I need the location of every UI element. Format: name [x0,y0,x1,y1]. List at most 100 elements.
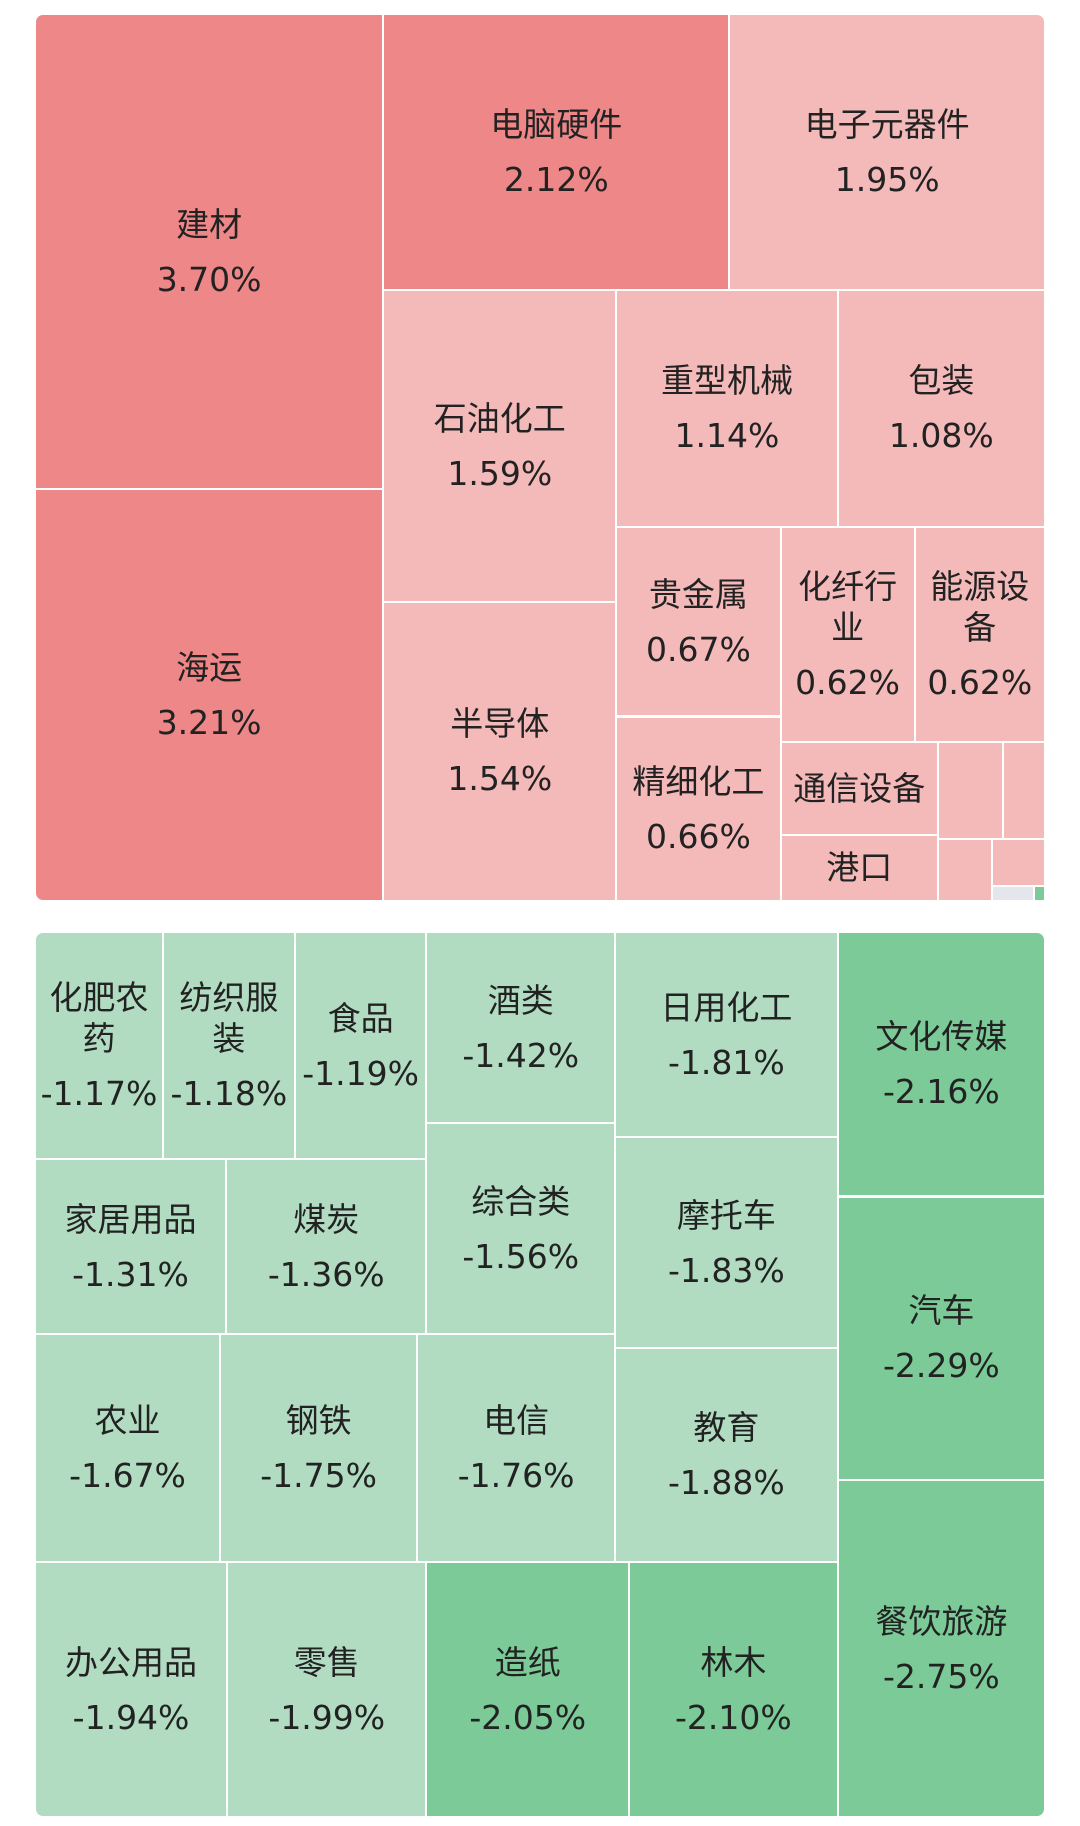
tile-value: -1.94% [72,1697,190,1737]
tile-label: 综合类 [471,1181,571,1221]
tile-label: 汽车 [908,1291,975,1331]
tile-label: 摩托车 [676,1195,776,1235]
tile-label: 化纤行业 [798,566,898,647]
tile: 摩托车 -1.83% [615,1137,838,1348]
tile-label: 港口 [826,848,893,888]
tile: 教育 -1.88% [615,1347,838,1563]
tile-label: 重型机械 [660,361,793,401]
tile-label: 造纸 [494,1642,561,1682]
tile-value: -1.42% [462,1035,580,1075]
tile-value: 0.67% [646,629,751,669]
tile-value: 3.21% [156,702,262,742]
tile-value: 1.14% [674,416,780,456]
tile-value: 0.62% [927,662,1033,702]
tile-value: 1.59% [447,454,553,494]
tile-label: 电子元器件 [804,105,970,145]
tile: 林木 -2.10% [629,1562,838,1818]
tile [1003,742,1045,839]
tile [992,839,1045,886]
tile-value: -1.67% [69,1456,186,1496]
tile-value: -1.31% [72,1254,189,1294]
tile-value: -1.76% [457,1456,575,1496]
tile-label: 包装 [908,361,975,401]
tile: 酒类 -1.42% [426,932,616,1124]
tile: 餐饮旅游 -2.75% [837,1479,1046,1818]
tile-label: 电信 [483,1401,550,1441]
tile-label: 零售 [293,1642,360,1682]
tile-label: 教育 [693,1408,760,1448]
tile-value: 2.12% [503,160,609,200]
tile: 造纸 -2.05% [426,1562,630,1818]
tile-label: 纺织服装 [179,978,279,1059]
tile: 通信设备 [780,742,938,836]
tile-value: -1.88% [668,1463,785,1503]
tile-label: 化肥农药 [49,978,149,1059]
tile-value: 3.70% [156,259,262,299]
tile [938,839,992,901]
tile: 重型机械 1.14% [616,290,838,527]
tile: 煤炭 -1.36% [226,1159,427,1334]
tile-value: 1.95% [834,160,940,200]
tile-label: 煤炭 [293,1199,360,1239]
tile: 建材 3.70% [34,13,384,490]
tile: 汽车 -2.29% [837,1196,1046,1480]
tile-value: -1.83% [668,1250,785,1290]
tile-value: -1.18% [170,1074,288,1114]
tile-label: 文化传媒 [875,1017,1008,1057]
tile-value: 1.08% [888,416,994,456]
tile-value: -2.10% [675,1697,792,1737]
tile: 港口 [780,835,938,901]
tile: 办公用品 -1.94% [34,1562,228,1818]
tile-value: -2.16% [882,1072,1000,1112]
tile [992,886,1034,901]
tile-value: -1.19% [302,1053,419,1093]
tile [1034,886,1045,901]
tile-value: 1.54% [447,759,553,799]
tile-value: -2.29% [882,1346,1000,1386]
tile-label: 贵金属 [648,574,748,614]
tile-label: 日用化工 [660,987,793,1027]
tile-value: -1.36% [267,1254,385,1294]
tile: 电子元器件 1.95% [729,13,1046,291]
tile: 文化传媒 -2.16% [837,932,1046,1197]
tile: 钢铁 -1.75% [220,1333,418,1563]
tile-label: 办公用品 [65,1642,198,1682]
tile-value: -2.05% [469,1697,587,1737]
tile: 包装 1.08% [837,290,1046,527]
tile: 能源设备 0.62% [914,526,1046,743]
tile-label: 林木 [700,1642,767,1682]
tile-label: 电脑硬件 [490,105,623,145]
tile: 零售 -1.99% [227,1562,427,1818]
tile-value: -1.17% [40,1074,158,1114]
tile: 纺织服装 -1.18% [163,932,295,1160]
tile-value: -1.56% [462,1236,580,1276]
tile: 综合类 -1.56% [426,1123,616,1334]
tile-label: 餐饮旅游 [875,1601,1008,1641]
tile-label: 石油化工 [433,399,566,439]
tile: 石油化工 1.59% [383,290,617,603]
tile-label: 通信设备 [793,769,926,809]
tile: 家居用品 -1.31% [34,1159,226,1334]
tile: 食品 -1.19% [294,932,427,1160]
tile-value: -1.99% [268,1697,386,1737]
tile-value: 0.62% [795,662,900,702]
tile-label: 钢铁 [285,1401,352,1441]
tile: 贵金属 0.67% [616,526,781,717]
tile-value: -1.81% [668,1042,785,1082]
tile-label: 农业 [94,1401,161,1441]
tile-label: 精细化工 [632,761,765,801]
tile-label: 食品 [327,998,394,1038]
tile-value: -1.75% [260,1456,377,1496]
tile-label: 半导体 [450,704,550,744]
tile: 化肥农药 -1.17% [34,932,164,1160]
tile-label: 家居用品 [64,1199,197,1239]
tile-value: -2.75% [882,1656,1000,1696]
tile: 海运 3.21% [34,489,384,901]
tile-label: 能源设备 [930,566,1030,647]
tile [938,742,1003,839]
tile-label: 海运 [176,647,243,687]
tile-label: 酒类 [487,980,554,1020]
tile-label: 建材 [176,204,243,244]
tile: 半导体 1.54% [383,602,617,901]
